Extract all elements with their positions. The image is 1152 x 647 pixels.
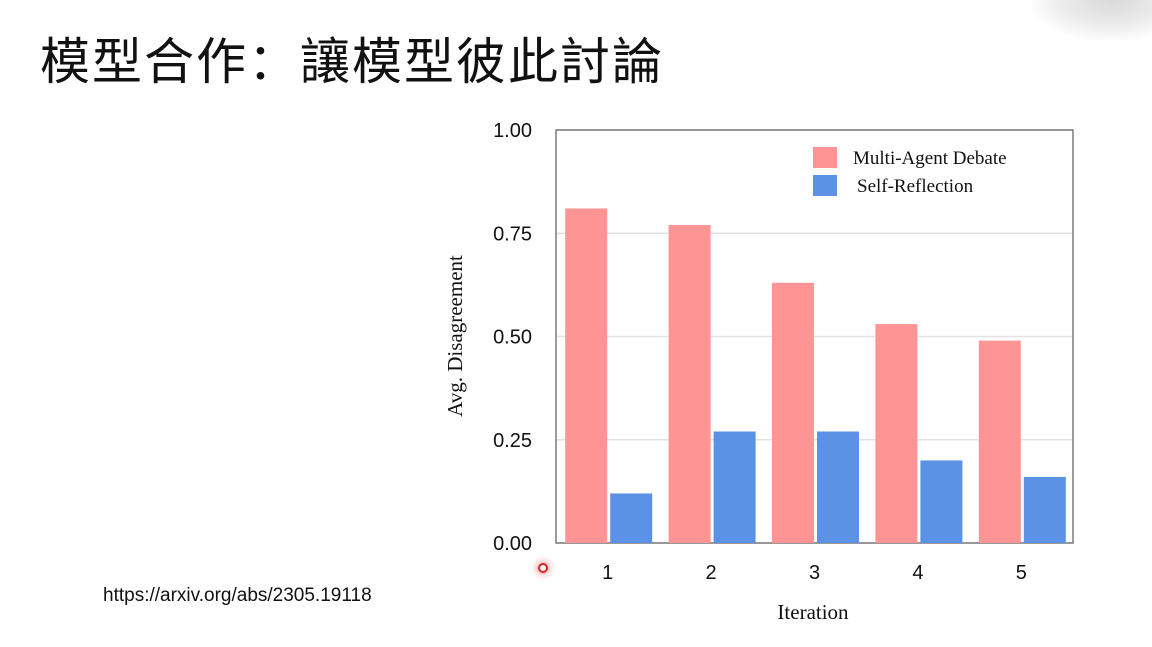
legend-swatch [813,175,837,196]
slide-title: 模型合作：讓模型彼此討論 [40,33,664,91]
plot-frame [555,129,1074,544]
legend: Multi-Agent Debate Self-Reflection [813,147,1007,197]
bar-self-reflection-3 [817,431,859,543]
y-axis-ticks: 0.00 0.25 0.50 0.75 1.00 [493,120,532,555]
x-tick-label: 2 [706,562,717,584]
bars [565,208,1066,544]
x-axis-title: Iteration [777,600,849,624]
bar-self-reflection-1 [610,493,653,543]
bar-multi-agent-debate-4 [875,324,918,543]
x-tick-label: 1 [602,562,613,584]
bar-multi-agent-debate-5 [978,340,1021,543]
y-tick-label: 0.25 [493,430,532,452]
x-axis-ticks: 1 2 3 4 5 [602,562,1027,584]
corner-shadow [1032,0,1152,40]
bar-multi-agent-debate-1 [565,208,608,543]
bar-multi-agent-debate-3 [772,282,814,543]
y-tick-label: 1.00 [493,120,532,142]
laser-pointer-dot [538,563,548,573]
source-link[interactable]: https://arxiv.org/abs/2305.19118 [103,585,372,606]
bar-self-reflection-2 [713,431,756,543]
bar-self-reflection-4 [920,460,963,543]
x-tick-label: 3 [809,562,820,584]
x-tick-label: 4 [912,562,923,584]
y-tick-label: 0.00 [493,533,532,555]
bar-self-reflection-5 [1023,476,1066,543]
legend-label: Self-Reflection [857,176,974,197]
bar-multi-agent-debate-2 [668,224,711,544]
y-tick-label: 0.75 [493,223,532,245]
y-tick-label: 0.50 [493,327,532,349]
y-axis-title: Avg. Disagreement [443,255,467,417]
legend-swatch [813,147,837,168]
legend-label: Multi-Agent Debate [853,148,1007,169]
x-tick-label: 5 [1016,562,1027,584]
